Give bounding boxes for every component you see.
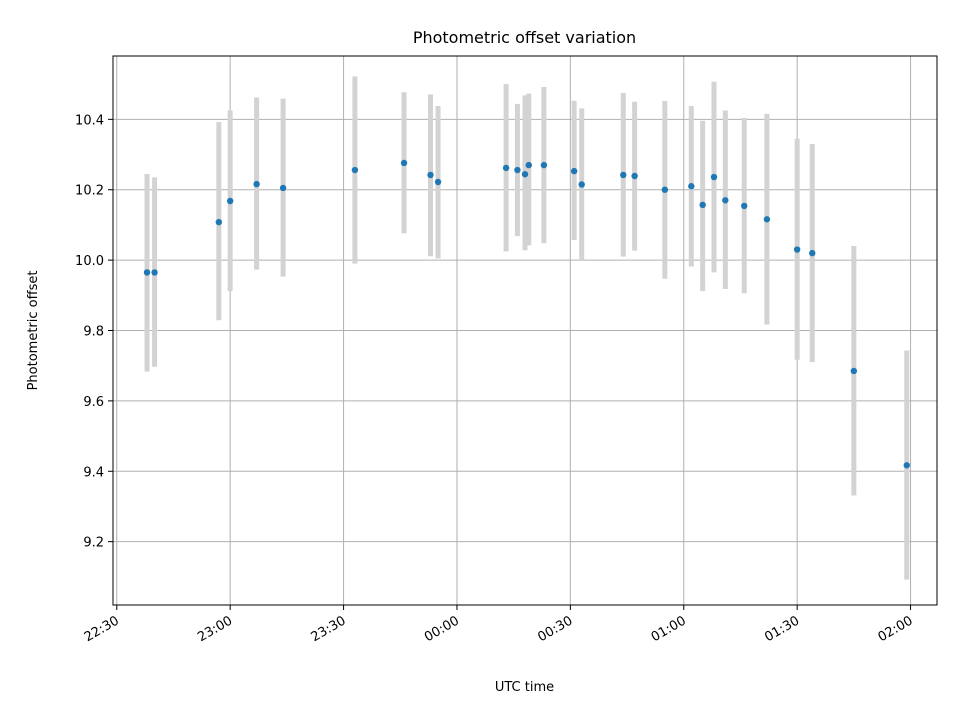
data-point [741,202,748,210]
y-tick-label: 9.2 [83,536,104,551]
data-point [850,367,858,375]
x-axis-label: UTC time [495,680,554,695]
data-point [427,171,434,179]
x-axis-ticks: 22:30 23:00 23:30 00:00 00:30 01:00 01:30 02:00 [82,605,916,645]
data-point [710,173,718,181]
data-point [521,171,529,178]
data-points [143,159,910,469]
data-point [514,166,521,174]
y-tick-label: 10.0 [75,254,104,269]
x-tick-label: 23:30 [309,613,349,645]
data-point [570,167,578,175]
data-point [903,462,910,469]
data-point [351,166,359,174]
data-point [540,161,548,169]
data-point [279,184,287,192]
data-point [151,269,158,276]
y-axis-ticks: 9.2 9.4 9.6 9.8 10.0 10.2 10.4 [75,113,113,551]
data-point [809,249,816,257]
data-point [400,159,408,167]
data-point [631,172,638,180]
x-tick-label: 02:00 [876,613,916,645]
data-point [699,201,706,209]
data-point [525,161,532,169]
data-point [143,269,151,276]
y-axis-label: Photometric offset [26,271,41,391]
data-point [661,186,669,193]
y-tick-label: 10.4 [75,113,104,128]
x-tick-label: 01:30 [762,613,802,645]
data-point [215,218,223,226]
x-tick-label: 23:00 [195,613,235,645]
data-point [722,197,729,204]
y-tick-label: 10.2 [75,184,104,199]
data-point [763,216,771,223]
error-bars [144,76,910,580]
y-tick-label: 9.4 [83,465,104,480]
data-point [253,180,260,188]
x-tick-label: 00:30 [535,613,575,645]
x-tick-label: 22:30 [82,613,122,645]
y-tick-label: 9.8 [83,325,104,340]
data-point [793,246,801,253]
x-tick-label: 01:00 [649,613,689,645]
data-point [620,171,627,179]
data-point [502,164,510,172]
x-tick-label: 00:00 [422,613,462,645]
chart-title: Photometric offset variation [413,28,636,47]
data-point [578,181,585,188]
data-point [226,197,234,205]
y-tick-label: 9.6 [83,395,104,410]
data-point [434,178,442,186]
data-point [688,183,695,190]
